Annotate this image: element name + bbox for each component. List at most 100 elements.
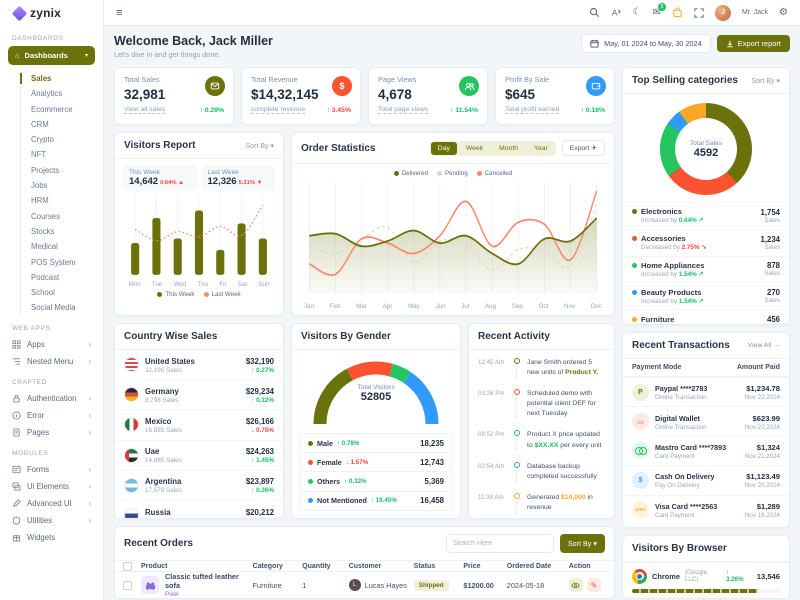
chevron-right-icon: ›	[88, 481, 91, 491]
brand-logo[interactable]: zynix	[0, 0, 103, 26]
order-table-row: Classic tufted leather sofa Pixel Furnitu…	[115, 572, 614, 598]
sidebar-item-courses[interactable]: Courses	[31, 211, 61, 221]
wallet-icon: ▭	[632, 413, 649, 431]
transaction-row: P Paypal ****2783 Online Transaction $1,2…	[623, 377, 789, 406]
chevron-right-icon: ›	[88, 410, 91, 420]
recent-activity-panel: Recent Activity 12:45 Am Jane Smith orde…	[468, 323, 615, 519]
sidebar-item-dashboards[interactable]: ⌂ Dashboards ▾	[8, 46, 95, 65]
brand-logo-icon	[11, 5, 28, 21]
range-button-week[interactable]: Week	[459, 142, 490, 155]
row-checkbox[interactable]	[123, 580, 132, 590]
sidebar-item-school[interactable]: School	[31, 288, 55, 298]
sidebar-item-crypto[interactable]: Crypto	[31, 135, 54, 145]
search-icon[interactable]	[589, 7, 600, 18]
range-button-day[interactable]: Day	[430, 141, 457, 155]
info-icon	[12, 411, 21, 420]
chevron-right-icon: ›	[88, 427, 91, 437]
edit-order-button[interactable]: ✎	[586, 578, 601, 592]
sidebar-item-social-media[interactable]: Social Media	[31, 303, 76, 313]
select-all-checkbox[interactable]	[123, 561, 132, 571]
sidebar-item-utilities[interactable]: Utilities ›	[0, 512, 103, 529]
main-content: Welcome Back, Jack Miller Let's dive in …	[104, 26, 800, 600]
transaction-row: Mastro Card ****7893 Card Payment $1,324 N…	[623, 435, 789, 465]
page-title: Welcome Back, Jack Miller	[114, 34, 273, 48]
gift-icon	[12, 535, 21, 542]
sidebar-item-sales[interactable]: Sales	[20, 71, 103, 86]
sidebar-item-nested-menu[interactable]: Nested Menu ›	[0, 353, 103, 370]
sidebar-item-apps[interactable]: Apps ›	[0, 336, 103, 353]
view-order-button[interactable]	[568, 578, 583, 592]
stat-card-total-revenue: Total Revenue $14,32,145 complete revenu…	[241, 67, 361, 125]
stat-card-profit-by-sale: Profit By Sale $645 Total profit earned ↑…	[495, 67, 615, 125]
visitors-sort-by-dropdown[interactable]: Sort By ▾	[245, 142, 274, 150]
menu-icon[interactable]: ≡	[116, 6, 123, 19]
total-profit-earned-link[interactable]: Total profit earned	[505, 106, 560, 114]
sidebar-item-stocks[interactable]: Stocks	[31, 226, 55, 236]
chevron-right-icon: ›	[88, 339, 91, 349]
legend-dot	[203, 292, 209, 297]
country-row: Germany 8,798 Sales $29,234 ↑ 0.12%	[115, 379, 283, 409]
dashboard-menu: Sales Analytics Ecommerce CRM Crypto NFT…	[20, 71, 103, 316]
activity-item: 03:26 Pm Scheduled demo with potential c…	[469, 383, 614, 425]
sidebar-item-ecommerce[interactable]: Ecommerce	[31, 104, 73, 114]
chrome-progress-bar	[632, 588, 758, 593]
order-statistics-line-chart	[308, 181, 598, 294]
activity-dot	[513, 461, 520, 468]
range-button-year[interactable]: Year	[527, 142, 555, 155]
orders-table-header: Product Category Quantity Customer Statu…	[115, 561, 614, 572]
translate-icon[interactable]: A	[611, 7, 622, 18]
visa-icon: VISA	[632, 501, 649, 519]
categories-sort-by-dropdown[interactable]: Sort By ▾	[751, 77, 780, 85]
order-statistics-panel: Order Statistics Day Week Month Year Exp…	[291, 132, 615, 316]
top-selling-categories-panel: Top Selling categories Sort By ▾ Total S…	[622, 67, 790, 325]
avatar[interactable]: J	[714, 4, 731, 21]
sidebar-item-advanced-ui[interactable]: Advanced UI ›	[0, 495, 103, 512]
country-row: Russia10,118 Sales $20,212↓ 0.68%	[115, 499, 283, 518]
this-week-stat: This Week 14,642 0.64% ▲	[123, 165, 197, 191]
moon-icon[interactable]: ☾	[632, 7, 642, 18]
sidebar-item-medical[interactable]: Medical	[31, 242, 58, 252]
cart-icon[interactable]	[672, 7, 683, 18]
activity-item: 11:38 Am Generated $10,000 in revenue	[469, 488, 614, 518]
sidebar-item-projects[interactable]: Projects	[31, 165, 60, 175]
nested-menu-icon	[12, 358, 21, 365]
visitors-by-browser-panel: Visitors By Browser Chrome (Google LLC) …	[622, 535, 790, 599]
chevron-right-icon: ›	[88, 498, 91, 508]
complete-revenue-link[interactable]: complete revenue	[251, 106, 306, 114]
russia-flag-icon	[124, 508, 139, 518]
chevron-right-icon: ›	[88, 464, 91, 474]
sidebar-item-forms[interactable]: Forms ›	[0, 461, 103, 478]
sidebar-item-jobs[interactable]: Jobs	[31, 181, 48, 191]
activity-dot	[513, 357, 520, 364]
sidebar-item-analytics[interactable]: Analytics	[31, 89, 63, 99]
sidebar-item-nft[interactable]: NFT	[31, 150, 47, 160]
sidebar-item-authentication[interactable]: Authentication ›	[0, 390, 103, 407]
mail-icon[interactable]: ✉ 5	[653, 3, 666, 18]
pencil-icon: ✎	[590, 580, 598, 590]
sidebar-section-dashboards: DASHBOARDS	[12, 35, 64, 42]
export-report-button[interactable]: Export report	[716, 35, 790, 52]
gear-icon[interactable]: ⚙	[779, 7, 788, 18]
orders-sort-by-button[interactable]: Sort By ▾	[559, 534, 605, 553]
total-page-views-link[interactable]: Total page views	[378, 106, 429, 114]
sidebar-item-error[interactable]: Error ›	[0, 407, 103, 424]
sidebar-item-hrm[interactable]: HRM	[31, 196, 49, 206]
export-chart-button[interactable]: Export ✈	[561, 140, 605, 156]
date-range-picker[interactable]: May, 01 2024 to May, 30 2024	[581, 34, 711, 53]
view-all-sales-link[interactable]: View all sales	[124, 106, 166, 114]
sidebar-item-pages[interactable]: Pages ›	[0, 424, 103, 441]
range-button-month[interactable]: Month	[492, 142, 525, 155]
view-all-link[interactable]: View All →	[747, 342, 780, 349]
lock-icon	[13, 394, 20, 403]
gender-gauge-chart: Total Visitors 52805	[292, 350, 460, 428]
sidebar-item-podcast[interactable]: Podcast	[31, 272, 60, 282]
status-badge: Shipped	[413, 579, 449, 591]
sidebar-item-pos-system[interactable]: POS System	[31, 257, 76, 267]
svg-text:A: A	[612, 8, 618, 17]
fullscreen-icon[interactable]	[694, 7, 704, 18]
sidebar-section-modules: MODULES	[12, 449, 49, 457]
sidebar-item-crm[interactable]: CRM	[31, 119, 49, 129]
sidebar-item-ui-elements[interactable]: Ui Elements ›	[0, 478, 103, 495]
orders-search-input[interactable]	[445, 534, 554, 553]
sidebar-item-widgets[interactable]: Widgets	[0, 529, 103, 546]
